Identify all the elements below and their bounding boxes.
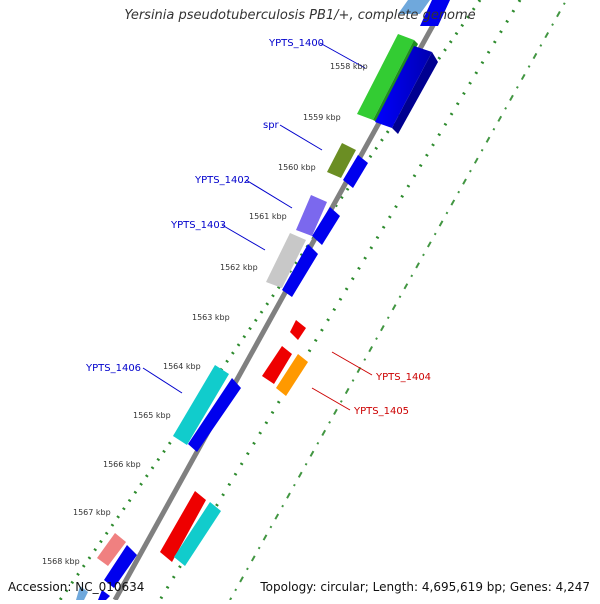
kbp-label-1564: 1564 kbp [163, 362, 201, 371]
gene-label-ypts-1404[interactable]: YPTS_1404 [375, 372, 431, 383]
gene-label-spr[interactable]: spr [263, 120, 280, 131]
kbp-label-1567: 1567 kbp [73, 508, 111, 517]
kbp-label-1558: 1558 kbp [330, 62, 368, 71]
gene-blocks [76, 0, 450, 600]
kbp-label-1560: 1560 kbp [278, 163, 316, 172]
kbp-label-1566: 1566 kbp [103, 460, 141, 469]
kbp-label-1561: 1561 kbp [249, 212, 287, 221]
gene-label-ypts-1402[interactable]: YPTS_1402 [194, 175, 250, 186]
gene-label-ypts-1400[interactable]: YPTS_1400 [268, 38, 324, 49]
kbp-labels: 1558 kbp 1559 kbp 1560 kbp 1561 kbp 1562… [42, 62, 368, 566]
kbp-label-1562: 1562 kbp [220, 263, 258, 272]
kbp-label-1563: 1563 kbp [192, 313, 230, 322]
accession-text: Accession: NC_010634 [8, 580, 144, 594]
gene-block-ypts-1404-small [290, 320, 306, 340]
kbp-label-1568: 1568 kbp [42, 557, 80, 566]
kbp-label-1565: 1565 kbp [133, 411, 171, 420]
kbp-label-1559: 1559 kbp [303, 113, 341, 122]
genome-summary-text: Topology: circular; Length: 4,695,619 bp… [260, 580, 590, 594]
gene-label-ypts-1403[interactable]: YPTS_1403 [170, 220, 226, 231]
gene-label-ypts-1406[interactable]: YPTS_1406 [85, 363, 141, 374]
genome-title: Yersinia pseudotuberculosis PB1/+, compl… [0, 8, 600, 23]
gene-label-ypts-1405[interactable]: YPTS_1405 [353, 406, 409, 417]
